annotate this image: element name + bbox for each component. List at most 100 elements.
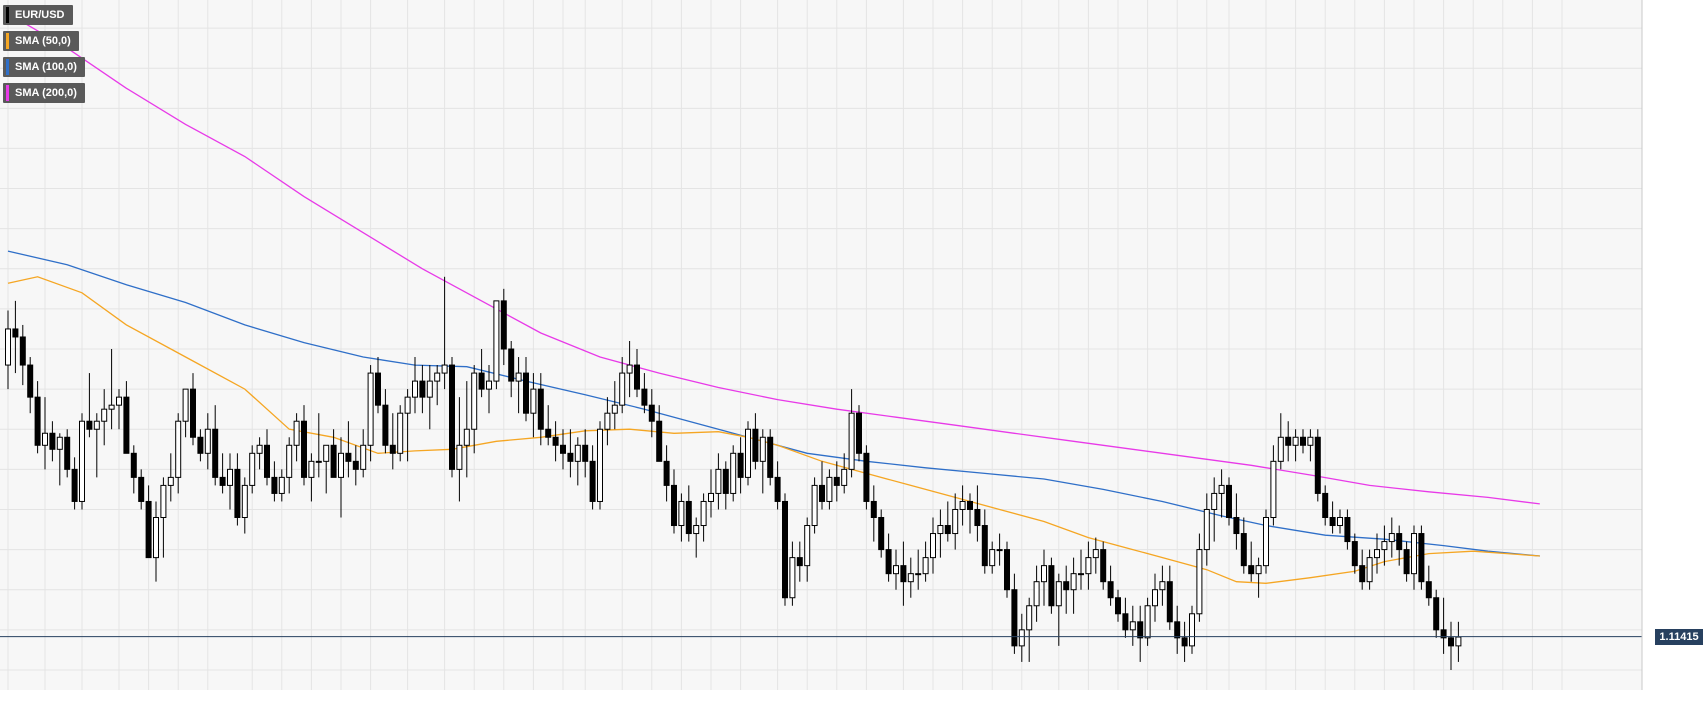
legend-item-sma-50[interactable]: SMA (50,0)	[3, 31, 79, 51]
candle	[360, 429, 367, 478]
candle	[456, 397, 463, 502]
candle-body	[1366, 557, 1373, 583]
legend-item-sma-100[interactable]: SMA (100,0)	[3, 57, 85, 77]
candle	[249, 445, 256, 494]
candle	[323, 444, 330, 494]
candle-body	[227, 468, 233, 486]
current-price-tag: 1.11415	[1655, 628, 1703, 645]
candle-body	[93, 420, 100, 430]
candle	[308, 453, 315, 502]
candle	[1396, 525, 1403, 566]
candle	[752, 413, 759, 470]
candle-body	[71, 468, 78, 502]
candle-body	[952, 508, 959, 535]
candle-body	[79, 420, 85, 502]
candles-layer	[5, 276, 1462, 670]
candle-body	[301, 420, 307, 478]
candle-body	[937, 525, 944, 535]
candle-body	[456, 444, 463, 470]
candle-body	[996, 549, 1003, 552]
candle	[922, 541, 929, 582]
grid-lines	[0, 0, 1642, 690]
legend-item-sma-200[interactable]: SMA (200,0)	[3, 83, 85, 103]
candle	[1196, 533, 1203, 622]
candle	[212, 405, 219, 486]
candle-body	[774, 476, 781, 502]
candle	[352, 445, 359, 486]
candle-body	[1233, 517, 1240, 535]
legend-label-sma-50: SMA (50,0)	[15, 35, 71, 47]
candle	[685, 485, 692, 542]
candle-body	[278, 476, 285, 494]
candle-body	[1314, 436, 1321, 494]
candle-body	[138, 476, 145, 502]
candle-body	[1041, 565, 1047, 583]
candle-body	[708, 492, 714, 502]
candle-body	[1144, 605, 1151, 639]
candle	[1078, 549, 1084, 590]
candle	[915, 549, 922, 590]
candle-body	[19, 336, 26, 366]
candle	[671, 469, 677, 534]
candle	[56, 433, 63, 486]
candle	[315, 413, 322, 478]
candle-body	[34, 396, 41, 446]
candle	[204, 413, 211, 470]
candle-body	[264, 444, 270, 478]
candle-body	[1344, 517, 1351, 543]
candle-body	[693, 525, 700, 535]
candle	[493, 300, 500, 390]
candle-body	[449, 364, 455, 470]
candle-body	[1255, 565, 1262, 575]
candle-body	[1181, 637, 1188, 647]
candle	[804, 517, 811, 582]
candle	[138, 469, 145, 510]
candle	[1041, 549, 1047, 606]
candle	[389, 413, 396, 470]
candle-body	[5, 328, 11, 366]
candle-body	[560, 444, 566, 454]
candle-body	[574, 444, 581, 462]
candle-body	[811, 484, 818, 527]
candle	[944, 501, 951, 542]
candle	[811, 477, 818, 534]
candle-body	[397, 412, 404, 454]
candle	[86, 373, 93, 438]
candle-body	[508, 348, 515, 382]
candle-body	[1396, 533, 1403, 551]
candle-body	[611, 404, 618, 414]
candle	[1092, 537, 1099, 574]
candle-body	[1203, 508, 1210, 551]
candle	[219, 453, 226, 494]
candle-body	[915, 573, 922, 576]
candle-body	[1122, 613, 1129, 631]
legend-item-eurusd[interactable]: EUR/USD	[3, 5, 73, 25]
candle	[885, 533, 892, 582]
candle	[981, 509, 988, 574]
candle-body	[1270, 460, 1277, 519]
candle	[1425, 565, 1432, 606]
candle-body	[656, 420, 663, 462]
candle-body	[1329, 517, 1336, 527]
candle-body	[981, 525, 988, 567]
candle	[49, 421, 56, 462]
candle	[167, 453, 174, 502]
candle	[774, 461, 781, 510]
candle-body	[930, 533, 936, 559]
candle-body	[182, 388, 189, 422]
candle	[1189, 605, 1195, 654]
candle	[737, 437, 744, 494]
candle-body	[900, 565, 907, 583]
candle	[597, 421, 603, 510]
candle	[1285, 421, 1292, 462]
candle-body	[360, 444, 367, 470]
candle-body	[1418, 533, 1425, 583]
candle	[863, 445, 870, 510]
candle-body	[204, 428, 211, 454]
candle	[789, 541, 796, 606]
candle	[1366, 549, 1373, 590]
candle-body	[190, 388, 196, 438]
candle	[1018, 613, 1025, 662]
candle	[574, 437, 581, 486]
candle-body	[589, 460, 596, 502]
